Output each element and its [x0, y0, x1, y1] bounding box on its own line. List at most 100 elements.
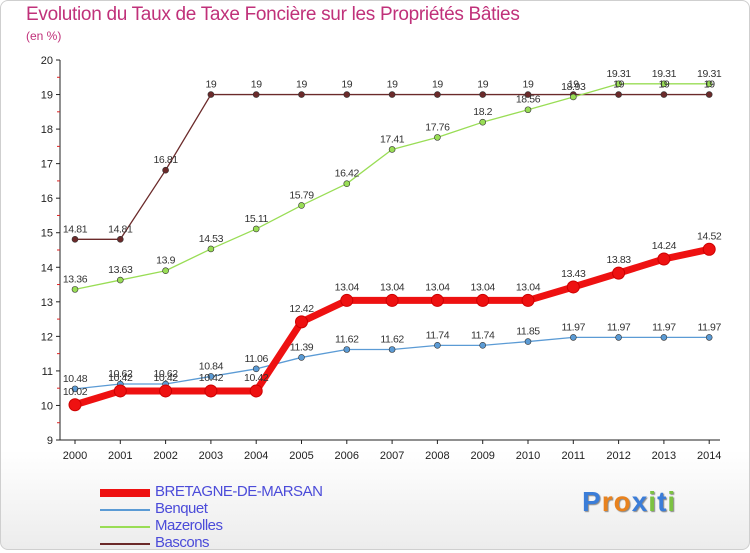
data-label: 18.93 — [561, 81, 586, 93]
data-label: 17.76 — [425, 121, 450, 133]
x-tick-label: 2008 — [425, 450, 449, 462]
data-label: 18.56 — [516, 94, 541, 106]
legend-label: Mazerolles — [155, 517, 223, 534]
data-point — [343, 91, 351, 98]
data-label: 19 — [658, 79, 669, 91]
logo-letter-3: x — [631, 486, 649, 517]
data-label: 13.04 — [380, 281, 405, 293]
x-tick-label: 2009 — [470, 450, 494, 462]
data-label: 10.42 — [108, 372, 133, 384]
data-point — [71, 286, 79, 293]
data-label: 11.85 — [516, 326, 540, 338]
data-label: 11.39 — [290, 341, 314, 353]
data-label: 16.42 — [335, 168, 360, 180]
data-point — [612, 266, 626, 280]
data-point — [249, 384, 263, 398]
data-point — [71, 385, 79, 393]
data-label: 15.11 — [244, 213, 268, 225]
y-tick-label: 13 — [41, 297, 53, 309]
data-label: 10.84 — [199, 360, 224, 372]
y-tick-label: 20 — [41, 55, 53, 67]
y-tick-label: 15 — [41, 228, 53, 240]
data-point — [569, 334, 577, 341]
data-point — [434, 134, 441, 141]
data-label: 11.74 — [471, 329, 495, 341]
data-label: 11.62 — [380, 333, 404, 345]
data-label: 10.42 — [244, 372, 269, 384]
data-point — [521, 293, 535, 307]
data-label: 19 — [523, 79, 534, 91]
data-label: 19 — [432, 79, 443, 91]
data-point — [660, 80, 668, 88]
logo-letter-0: P — [582, 486, 602, 517]
y-tick-label: 11 — [42, 366, 53, 378]
data-point — [207, 373, 215, 380]
data-label: 13.04 — [471, 281, 496, 293]
data-point — [434, 342, 441, 349]
data-point — [479, 342, 487, 349]
logo-letter-5: t — [657, 486, 668, 517]
data-label: 19 — [341, 79, 352, 91]
x-tick-label: 2004 — [244, 450, 268, 462]
data-label: 19 — [205, 79, 216, 91]
data-point — [204, 384, 218, 398]
data-point — [162, 166, 169, 174]
data-point — [252, 365, 260, 373]
data-label: 15.79 — [289, 189, 314, 201]
data-label: 11.97 — [697, 321, 721, 333]
data-label: 12.42 — [289, 303, 314, 315]
data-label: 14.81 — [63, 223, 88, 235]
legend-label: Bascons — [155, 534, 210, 551]
data-point — [113, 384, 127, 398]
data-label: 13.83 — [606, 254, 631, 266]
data-label: 14.53 — [199, 233, 224, 245]
data-point — [71, 235, 79, 243]
data-label: 19 — [477, 79, 488, 91]
y-tick-label: 10 — [41, 400, 53, 412]
data-point — [207, 245, 215, 253]
data-point — [569, 93, 577, 101]
data-point — [298, 202, 305, 209]
data-label: 13.04 — [335, 281, 360, 293]
data-label: 19.31 — [697, 68, 722, 80]
data-point — [660, 334, 668, 341]
data-label: 13.36 — [63, 273, 88, 285]
data-label: 11.62 — [335, 333, 359, 345]
legend-swatch — [100, 543, 150, 545]
data-label: 11.97 — [652, 321, 676, 333]
data-point — [388, 91, 396, 98]
logo-letter-1: r — [601, 486, 614, 517]
data-label: 19.31 — [606, 68, 631, 80]
data-point — [705, 80, 713, 88]
chart-title: Evolution du Taux de Taxe Foncière sur l… — [26, 4, 520, 25]
data-label: 18.2 — [473, 106, 492, 118]
legend-swatch — [100, 526, 150, 528]
data-label: 19 — [251, 79, 262, 91]
data-point — [252, 91, 260, 98]
data-point — [479, 118, 487, 126]
y-tick-label: 17 — [41, 159, 53, 171]
data-point — [295, 315, 308, 329]
chart-unit-label: (en %) — [26, 29, 62, 43]
x-tick-label: 2010 — [516, 450, 540, 462]
legend-swatch — [100, 509, 150, 511]
y-tick-label: 14 — [41, 262, 53, 274]
data-point — [68, 398, 82, 412]
data-point — [117, 235, 124, 243]
data-point — [702, 242, 716, 256]
data-label: 19 — [387, 79, 398, 91]
data-point — [566, 280, 580, 294]
data-label: 13.43 — [561, 268, 586, 280]
data-point — [117, 276, 124, 284]
data-point — [430, 293, 444, 307]
x-tick-label: 2012 — [606, 450, 630, 462]
data-label: 13.04 — [516, 281, 541, 293]
data-label: 13.9 — [156, 255, 175, 267]
x-tick-label: 2011 — [561, 450, 585, 462]
data-point — [388, 146, 396, 153]
x-tick-label: 2007 — [380, 450, 404, 462]
data-point — [298, 354, 305, 361]
series-line-3 — [74, 93, 710, 240]
data-label: 16.81 — [153, 154, 178, 166]
